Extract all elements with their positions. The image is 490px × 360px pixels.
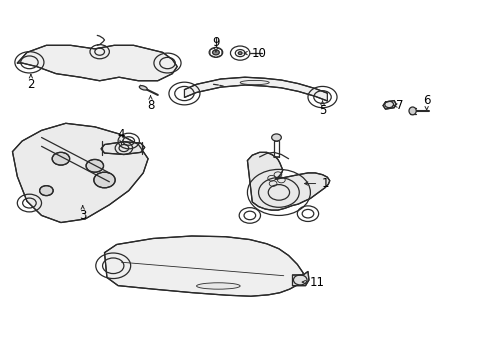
Circle shape xyxy=(40,186,53,195)
Polygon shape xyxy=(12,123,148,222)
Text: 1: 1 xyxy=(305,177,329,190)
Text: 11: 11 xyxy=(302,276,324,289)
Ellipse shape xyxy=(240,80,269,85)
Circle shape xyxy=(94,172,115,188)
Text: 6: 6 xyxy=(423,94,430,110)
Text: 4: 4 xyxy=(118,128,125,144)
Text: 7: 7 xyxy=(393,99,404,112)
Polygon shape xyxy=(247,152,330,210)
Text: 5: 5 xyxy=(319,101,326,117)
Circle shape xyxy=(52,152,70,165)
Polygon shape xyxy=(104,236,303,296)
Text: 9: 9 xyxy=(212,36,220,52)
Ellipse shape xyxy=(196,283,240,289)
Polygon shape xyxy=(293,271,309,285)
Ellipse shape xyxy=(139,86,147,90)
Text: 2: 2 xyxy=(27,75,35,91)
Polygon shape xyxy=(101,142,145,154)
Circle shape xyxy=(238,52,242,54)
Text: 3: 3 xyxy=(79,206,86,222)
Text: 10: 10 xyxy=(244,46,267,60)
Ellipse shape xyxy=(409,107,416,115)
Polygon shape xyxy=(383,100,396,109)
Polygon shape xyxy=(184,77,327,101)
Circle shape xyxy=(213,50,220,55)
Text: 8: 8 xyxy=(147,96,154,112)
Polygon shape xyxy=(17,45,177,81)
Circle shape xyxy=(271,134,281,141)
Circle shape xyxy=(86,159,103,172)
